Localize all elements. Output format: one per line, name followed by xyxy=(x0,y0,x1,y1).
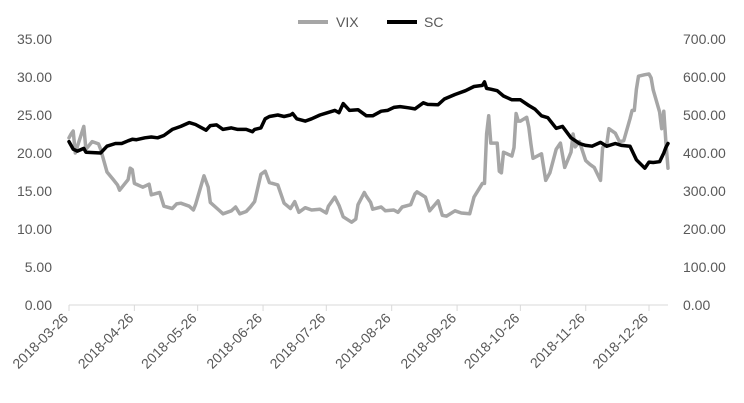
x-tick-label: 2018-06-26 xyxy=(203,310,265,372)
y-left-tick-label: 0.00 xyxy=(25,297,52,313)
y-left-tick-label: 10.00 xyxy=(17,221,52,237)
legend-label-sc: SC xyxy=(424,14,443,30)
series-layer xyxy=(67,72,670,224)
y-left-tick-label: 15.00 xyxy=(17,183,52,199)
series-line-sc xyxy=(67,80,670,170)
y-left-tick-label: 25.00 xyxy=(17,107,52,123)
y-right-tick-label: 600.00 xyxy=(683,69,726,85)
x-tick-label: 2018-11-26 xyxy=(527,310,588,371)
y-left-tick-label: 35.00 xyxy=(17,31,52,47)
y-right-tick-label: 100.00 xyxy=(683,259,726,275)
y-right-tick-label: 300.00 xyxy=(683,183,726,199)
axes: 0.00 5.00 10.00 15.00 20.00 25.00 30.00 35.00 0.… xyxy=(9,31,726,372)
x-tick-label: 2018-04-26 xyxy=(75,310,137,372)
legend-label-vix: VIX xyxy=(336,14,359,30)
x-tick-label: 2018-03-26 xyxy=(9,310,71,372)
y-left-tick-label: 20.00 xyxy=(17,145,52,161)
x-tick-label: 2018-07-26 xyxy=(266,310,328,372)
y-right-tick-label: 0.00 xyxy=(683,297,710,313)
y-right-tick-label: 700.00 xyxy=(683,31,726,47)
y-right-tick-label: 500.00 xyxy=(683,107,726,123)
x-tick-label: 2018-10-26 xyxy=(461,310,523,372)
x-tick-label: 2018-08-26 xyxy=(332,310,394,372)
x-tick-label: 2018-12-26 xyxy=(589,310,651,372)
y-right-tick-label: 200.00 xyxy=(683,221,726,237)
x-tick-label: 2018-05-26 xyxy=(138,310,200,372)
y-right-tick-label: 400.00 xyxy=(683,145,726,161)
y-left-tick-label: 30.00 xyxy=(17,69,52,85)
x-tick-label: 2018-09-26 xyxy=(397,310,459,372)
legend: VIX SC xyxy=(298,14,443,30)
y-left-tick-label: 5.00 xyxy=(25,259,52,275)
series-line-vix xyxy=(67,72,670,224)
